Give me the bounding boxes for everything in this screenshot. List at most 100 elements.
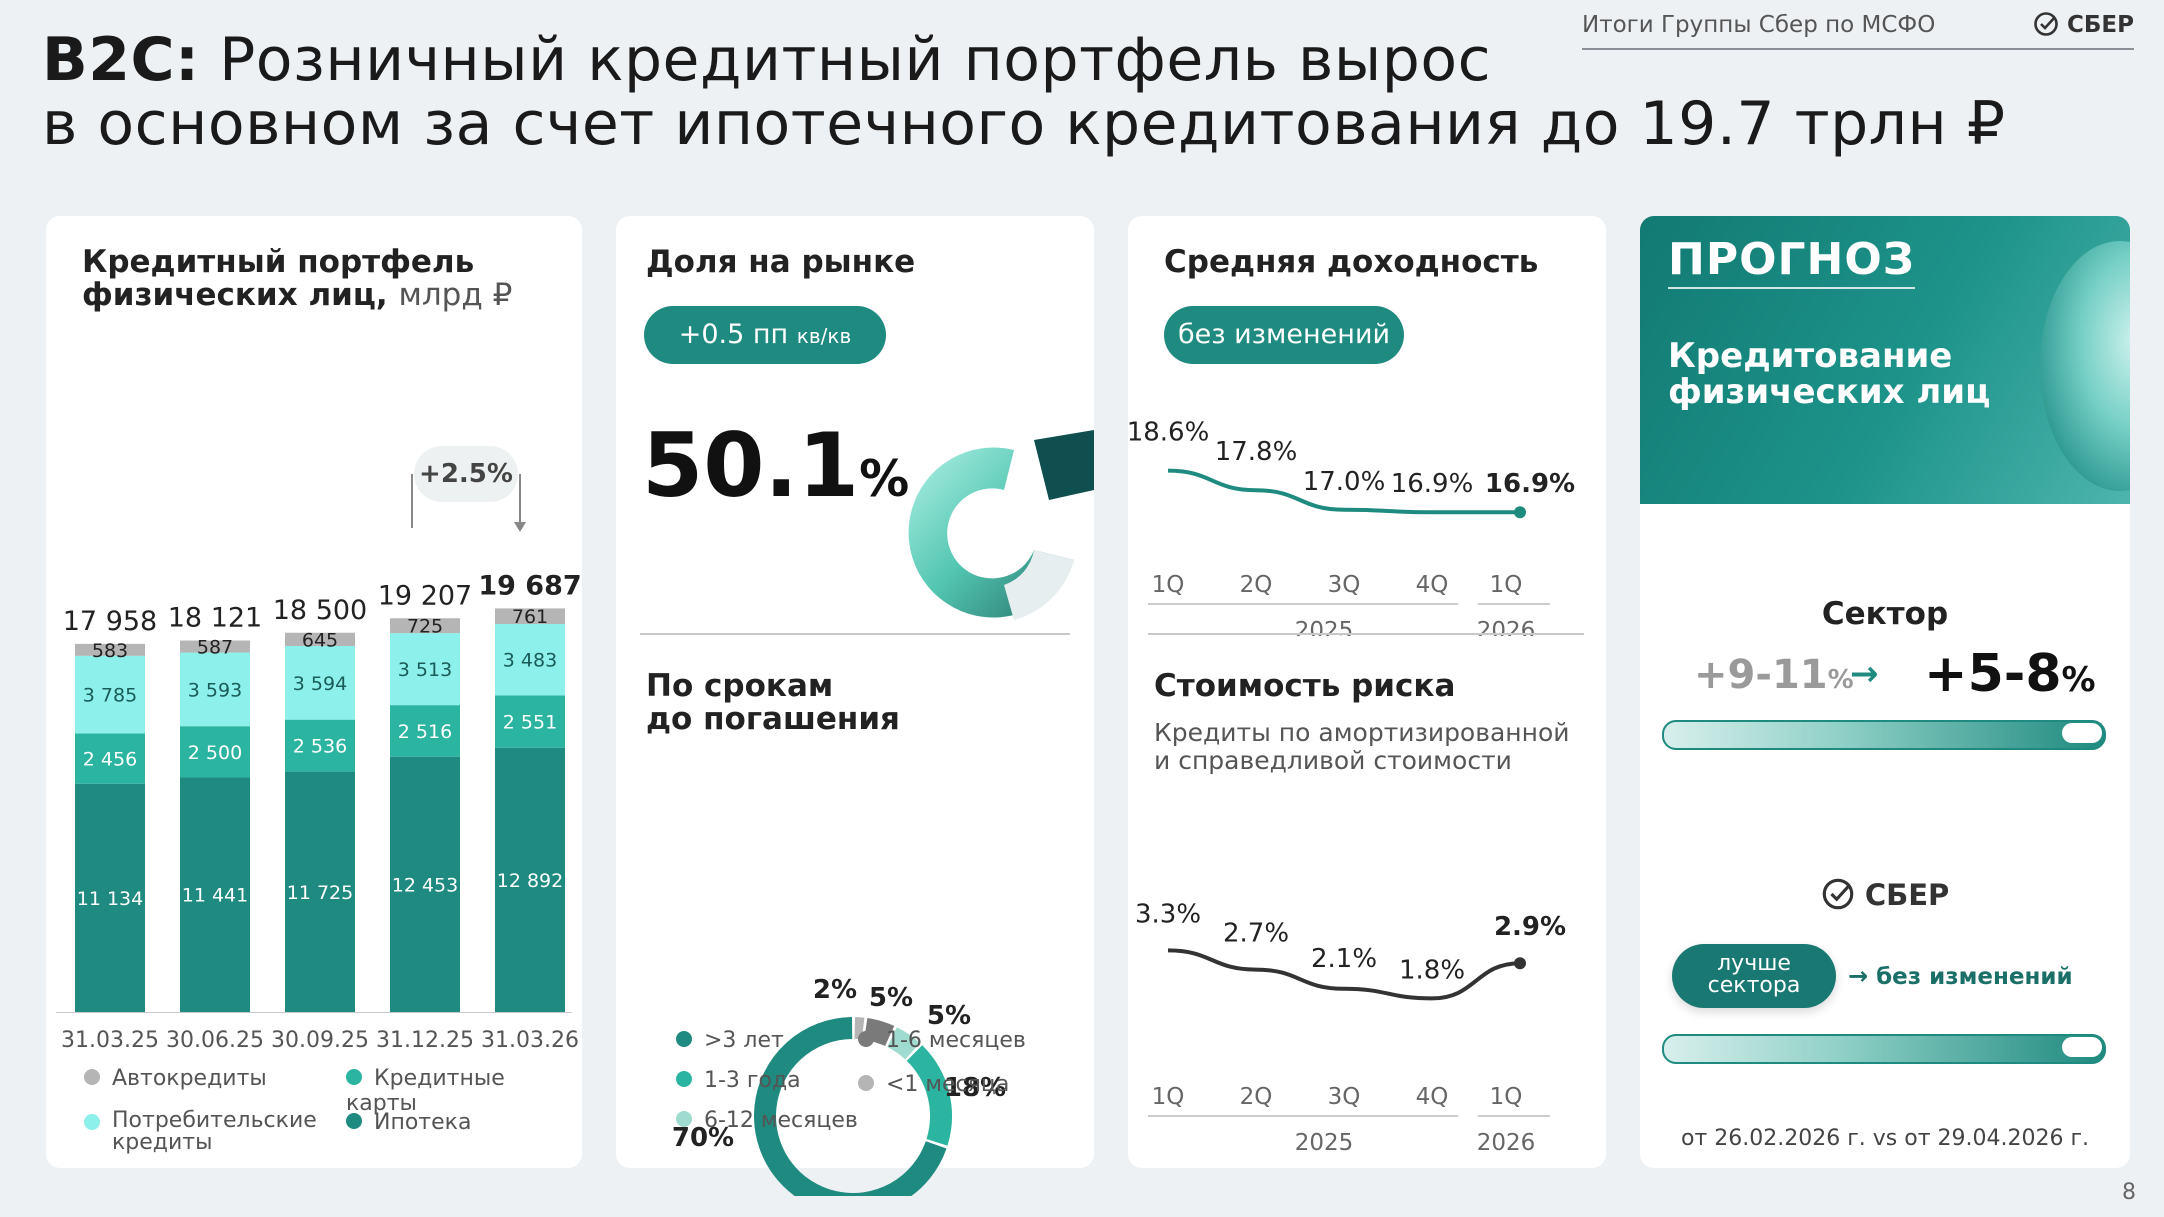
series-line — [1167, 468, 1520, 515]
bar-segment-label: 3 513 — [398, 659, 452, 681]
legend-mortgage: Ипотека — [346, 1110, 471, 1135]
old-forecast-value: +9-11 — [1694, 652, 1828, 698]
new-forecast-unit: % — [2061, 660, 2096, 700]
donut-slice — [754, 1017, 947, 1196]
forecast-card: ПРОГНОЗ Кредитование физических лиц Сект… — [1640, 216, 2130, 1168]
x-tick-label: 2Q — [1240, 1084, 1273, 1110]
point-label: 16.9% — [1391, 469, 1474, 499]
x-tick-label: 30.06.25 — [166, 1028, 264, 1053]
bar-segment — [390, 756, 460, 1012]
risk-subtitle-line2: и справедливой стоимости — [1154, 746, 1512, 775]
sber-bar-knob — [2062, 1037, 2102, 1057]
title-line1: Розничный кредитный портфель вырос — [219, 25, 1492, 95]
year-label: 2026 — [1477, 1130, 1536, 1156]
decorative-ring-icon — [908, 430, 1094, 620]
legend-dot-icon — [676, 1071, 692, 1087]
bar-segment — [180, 777, 250, 1012]
sector-bar-knob — [2062, 723, 2102, 743]
x-tick-label: 31.12.25 — [376, 1028, 474, 1053]
portfolio-title: Кредитный портфель физических лиц, млрд … — [82, 246, 522, 312]
new-forecast-value: +5-8 — [1924, 644, 2062, 704]
page-number: 8 — [2122, 1180, 2136, 1205]
market-share-card: Доля на рынке +0.5 пп кв/кв 50.1% По сро… — [616, 216, 1094, 1196]
x-tick-label: 31.03.26 — [481, 1028, 579, 1053]
maturity-legend-2: 1-3 года — [676, 1068, 801, 1093]
maturity-legend-3: <1 месяца — [858, 1072, 1009, 1097]
point-label: 17.0% — [1303, 467, 1386, 497]
bar-segment — [285, 719, 355, 772]
bar-segment — [390, 633, 460, 706]
bar-segment-label: 12 892 — [497, 870, 563, 892]
legend-consumer: Потребительские кредиты — [84, 1108, 317, 1155]
point-label: 17.8% — [1215, 437, 1298, 467]
legend-label: 1-6 месяцев — [886, 1028, 1026, 1053]
legend-label: 6-12 месяцев — [704, 1108, 858, 1133]
point-label: 2.1% — [1311, 944, 1377, 974]
portfolio-card: Кредитный портфель физических лиц, млрд … — [46, 216, 582, 1168]
bar-total-label: 18 121 — [168, 603, 262, 634]
risk-subtitle: Кредиты по амортизированной и справедлив… — [1154, 719, 1570, 775]
bar-segment-label: 583 — [92, 640, 128, 662]
better-pill-line2: сектора — [1707, 973, 1801, 998]
growth-label: +2.5% — [419, 459, 513, 489]
bar-segment — [285, 645, 355, 720]
donut-slice-label: 70% — [672, 1123, 734, 1153]
bar-segment-label: 3 785 — [83, 685, 137, 707]
x-tick-label: 1Q — [1490, 1084, 1523, 1110]
legend-cards: Кредитные карты — [346, 1066, 582, 1116]
sber-brand: СБЕР — [1640, 878, 2130, 914]
growth-badge — [414, 446, 518, 502]
bar-segment — [285, 771, 355, 1012]
bar-segment-label: 3 594 — [293, 673, 347, 695]
maturity-title: По срокам до погашения — [646, 670, 900, 736]
year-label: 2025 — [1295, 1130, 1354, 1156]
share-number: 50.1 — [642, 414, 860, 517]
arrow-right-icon: → — [1850, 654, 1879, 694]
bar-segment — [75, 783, 145, 1012]
better-pill-line1: лучше — [1717, 951, 1791, 976]
risk-title: Стоимость риска — [1154, 668, 1456, 704]
sber-brand-label: СБЕР — [1864, 878, 1950, 912]
logo-text: СБЕР — [2067, 12, 2134, 38]
series-line — [1167, 948, 1521, 1001]
bar-segment — [495, 608, 565, 625]
no-change-text: без изменений — [1876, 964, 2073, 990]
bar-total-label: 19 207 — [378, 580, 472, 611]
legend-label: >3 лет — [704, 1028, 784, 1053]
sector-label: Сектор — [1821, 596, 1949, 632]
x-tick-label: 31.03.25 — [61, 1028, 159, 1053]
bar-segment-label: 12 453 — [392, 874, 458, 896]
forecast-subtitle-line1: Кредитование — [1668, 336, 1953, 376]
bar-segment — [75, 643, 145, 656]
bar-total-label: 17 958 — [63, 606, 157, 637]
legend-dot-icon — [858, 1075, 874, 1091]
legend-dot-icon — [858, 1031, 874, 1047]
forecast-header: ПРОГНОЗ Кредитование физических лиц — [1640, 216, 2130, 504]
point-label: 18.6% — [1128, 418, 1209, 448]
x-tick-label: 3Q — [1328, 572, 1361, 598]
legend-dot-icon — [676, 1031, 692, 1047]
market-share-pill: +0.5 пп кв/кв — [644, 306, 886, 364]
legend-label: Потребительские кредиты — [112, 1108, 317, 1155]
yield-title: Средняя доходность — [1164, 244, 1539, 280]
portfolio-bar-chart: 11 134 2 456 3 785 583 17 958 31.03.25 11 441 2… — [56, 446, 582, 1053]
legend-label: Автокредиты — [112, 1066, 267, 1091]
bar-segment-label: 2 516 — [398, 721, 452, 743]
maturity-title-line2: до погашения — [646, 701, 900, 737]
bar-segment — [180, 652, 250, 727]
bar-segment — [180, 726, 250, 778]
risk-line-chart: 3.3% 2.7% 2.1% 1.8% 2.9% 1Q 2Q 3Q 4Q 1Q 2025 2026 — [1135, 899, 1566, 1156]
forecast-title: ПРОГНОЗ — [1668, 234, 1916, 289]
point-label: 2.7% — [1223, 919, 1289, 949]
portfolio-title-bold: Кредитный портфель физических лиц, — [82, 244, 475, 313]
pill-value: +0.5 пп — [678, 319, 789, 350]
donut-slice — [854, 1017, 865, 1040]
bar-segment-label: 11 441 — [182, 885, 248, 907]
bar-segment-label: 11 134 — [77, 888, 143, 910]
title-bold: B2C: — [42, 25, 200, 95]
risk-subtitle-line1: Кредиты по амортизированной — [1154, 718, 1570, 747]
sber-bar — [1662, 1034, 2106, 1064]
yield-pill: без изменений — [1164, 306, 1404, 364]
x-tick-label: 1Q — [1152, 1084, 1185, 1110]
new-forecast: +5-8% — [1924, 644, 2096, 704]
